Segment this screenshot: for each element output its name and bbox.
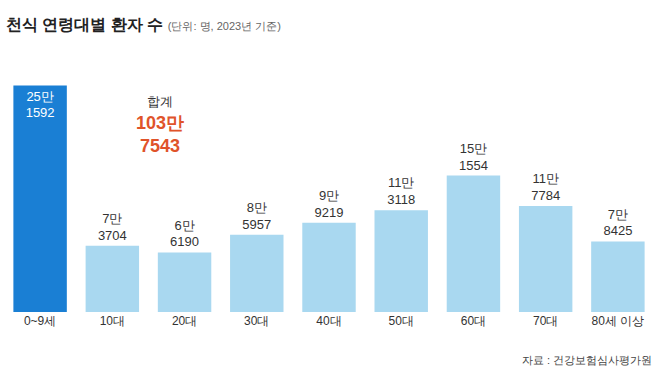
svg-text:10대: 10대 xyxy=(100,314,125,328)
svg-text:60대: 60대 xyxy=(461,314,486,328)
svg-text:15만1554: 15만1554 xyxy=(459,141,488,173)
svg-text:0~9세: 0~9세 xyxy=(24,314,56,328)
svg-text:30대: 30대 xyxy=(244,314,269,328)
svg-text:합계: 합계 xyxy=(147,94,173,109)
svg-text:20대: 20대 xyxy=(172,314,197,328)
svg-text:80세 이상: 80세 이상 xyxy=(592,314,645,328)
svg-text:자료 : 건강보험심사평가원: 자료 : 건강보험심사평가원 xyxy=(522,354,652,366)
svg-text:40대: 40대 xyxy=(316,314,341,328)
svg-text:70대: 70대 xyxy=(533,314,558,328)
svg-text:11만7784: 11만7784 xyxy=(531,171,560,203)
svg-text:9만9219: 9만9219 xyxy=(315,188,344,220)
svg-text:7만8425: 7만8425 xyxy=(603,207,632,239)
svg-text:50대: 50대 xyxy=(389,314,414,328)
svg-text:7만3704: 7만3704 xyxy=(98,211,127,243)
svg-text:천식 연령대별 환자 수 (단위: 명, 2023년 기준): 천식 연령대별 환자 수 (단위: 명, 2023년 기준) xyxy=(6,16,281,33)
svg-text:8만5957: 8만5957 xyxy=(242,200,271,232)
svg-text:103만7543: 103만7543 xyxy=(136,113,184,156)
svg-text:25만1592: 25만1592 xyxy=(26,89,55,121)
svg-text:6만6190: 6만6190 xyxy=(170,218,199,250)
svg-text:11만3118: 11만3118 xyxy=(387,175,415,207)
